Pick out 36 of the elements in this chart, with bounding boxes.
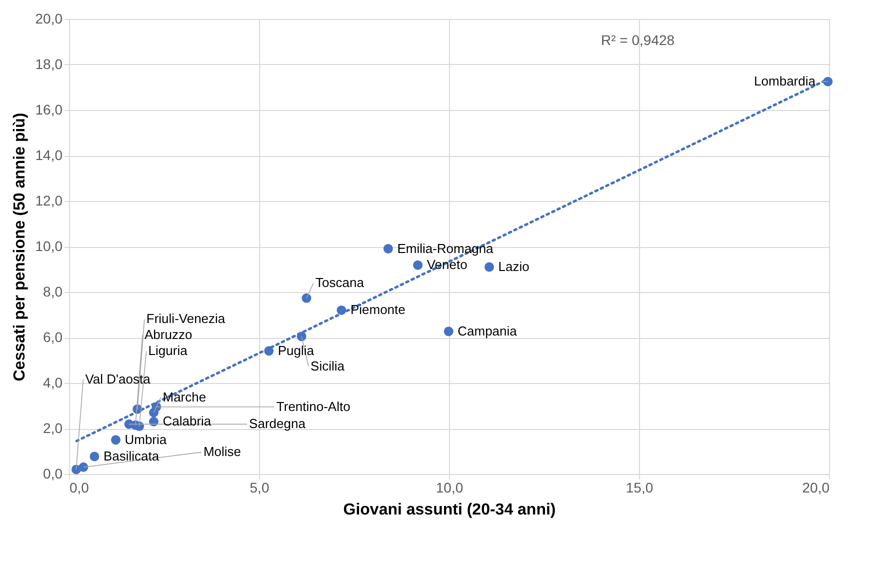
annotation: Campania [458, 323, 518, 338]
x-axis-title: Giovani assunti (20-34 anni) [343, 502, 556, 518]
annotation: Sardegna [249, 416, 306, 432]
y-tick-label: 12,0 [35, 192, 63, 208]
annotation: Puglia [278, 342, 315, 358]
annotation: Umbria [124, 432, 168, 447]
annotation: Basilicata [103, 448, 160, 464]
x-tick-label: 5,0 [250, 480, 270, 496]
y-tick-label: 0,0 [43, 466, 63, 482]
y-tick-label: 14,0 [35, 147, 63, 163]
x-tick-label: 15,0 [626, 480, 654, 496]
y-axis-title: Cessati per pensione (50 annie più) [11, 112, 28, 382]
annotation: Val D'aosta [85, 371, 152, 386]
annotation: Calabria [162, 414, 212, 429]
y-tick-label: 4,0 [43, 374, 63, 390]
annotation: Piemonte [350, 302, 406, 318]
y-tick-label: 10,0 [35, 238, 63, 254]
y-tick-label: 20,0 [35, 10, 63, 26]
annotation: Toscana [316, 275, 365, 290]
x-tick-label: 0,0 [70, 480, 90, 496]
annotation: Lazio [498, 258, 530, 274]
annotation: Liguria [148, 343, 188, 358]
y-tick-label: 18,0 [35, 56, 63, 72]
annotation: Friuli-Venezia [146, 311, 226, 326]
x-tick-label: 20,0 [802, 480, 830, 496]
annotation: R² = 0,9428 [601, 32, 675, 48]
annotation: Molise [203, 444, 242, 460]
annotation: Sicilia [310, 358, 346, 374]
y-tick-label: 6,0 [43, 329, 63, 345]
x-tick-label: 10,0 [436, 480, 464, 496]
annotation: Trentino-Alto [276, 398, 350, 414]
y-tick-label: 8,0 [43, 284, 63, 300]
y-tick-label: 16,0 [35, 102, 63, 118]
annotation: Abruzzo [144, 327, 192, 342]
y-tick-label: 2,0 [43, 420, 63, 436]
annotation: Lombardia [754, 74, 816, 89]
